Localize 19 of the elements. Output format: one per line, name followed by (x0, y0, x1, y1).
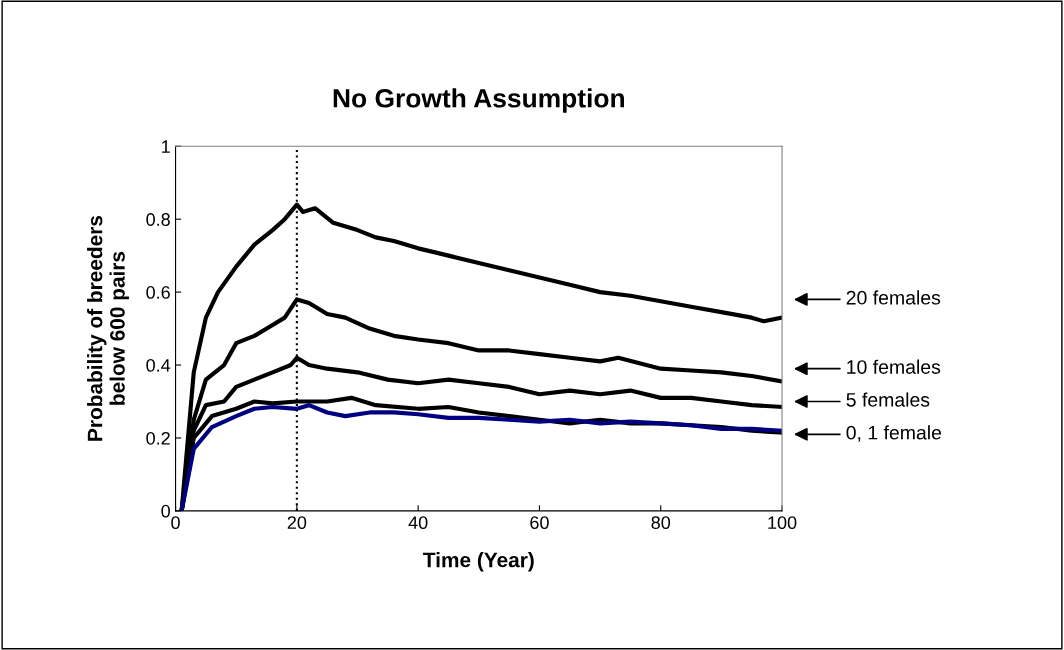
text: 5 females (846, 392, 930, 407)
text: 10 females (847, 359, 941, 374)
x-tick-label: 100 (768, 516, 797, 530)
y-tick-label: 1 (162, 140, 170, 153)
y-axis-title: Probability of breeders below 600 pairs (87, 215, 129, 441)
x-axis-title: Time (Year) (423, 552, 534, 572)
text: 0, 1 female (846, 425, 942, 442)
x-tick-label: 40 (408, 516, 428, 530)
x-tick-label: 0 (171, 516, 180, 530)
y-tick-label: 0.2 (146, 431, 170, 445)
y-tick-label: 0.8 (146, 213, 170, 226)
x-tick-label: 80 (651, 516, 671, 530)
text: 20 females (846, 290, 941, 305)
y-tick-label: 0.4 (146, 358, 171, 372)
x-tick-label: 20 (287, 516, 307, 530)
chart-title: No Growth Assumption (333, 88, 625, 113)
y-tick-label: 0 (161, 504, 170, 518)
y-tick-label: 0.6 (146, 286, 170, 299)
x-tick-label: 60 (530, 516, 549, 530)
